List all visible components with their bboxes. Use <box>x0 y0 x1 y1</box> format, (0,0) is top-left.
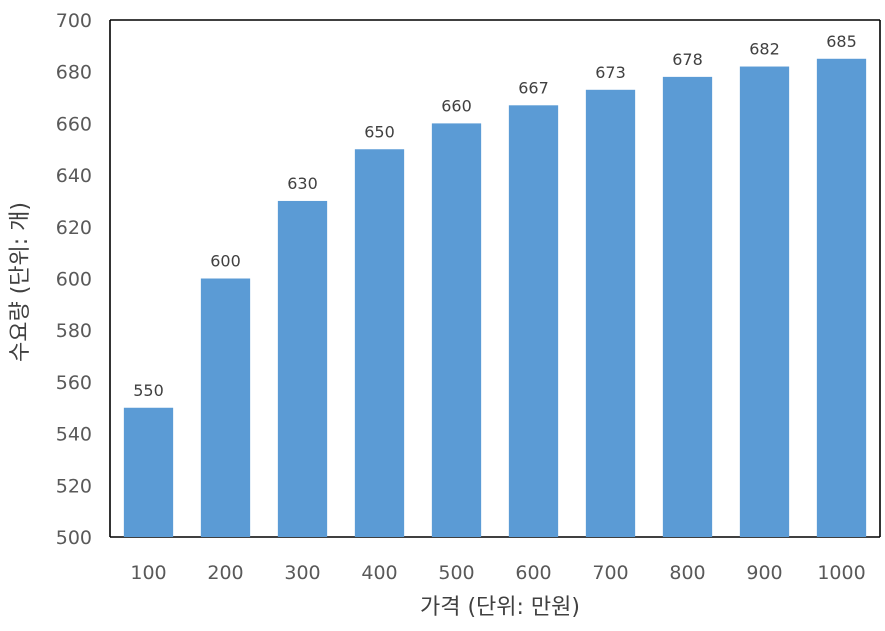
bar <box>123 407 174 537</box>
x-tick-label: 400 <box>361 562 397 584</box>
bar-value-label: 673 <box>595 63 626 82</box>
y-tick-label: 680 <box>56 62 92 84</box>
x-axis-ticks: 100 200 300 400 500 600 700 800 900 1000 <box>130 562 865 584</box>
y-tick-label: 580 <box>56 320 92 342</box>
bar-value-label: 682 <box>749 40 780 59</box>
bar <box>277 200 328 537</box>
x-tick-label: 600 <box>515 562 551 584</box>
bar-value-label: 600 <box>210 252 241 271</box>
y-tick-label: 500 <box>56 527 92 549</box>
x-tick-label: 300 <box>284 562 320 584</box>
x-tick-label: 900 <box>746 562 782 584</box>
bar-value-label: 660 <box>441 96 472 115</box>
x-tick-label: 1000 <box>817 562 865 584</box>
y-tick-label: 560 <box>56 372 92 394</box>
y-tick-label: 640 <box>56 165 92 187</box>
bar <box>508 105 559 538</box>
bar-value-label: 630 <box>287 174 318 193</box>
bar-value-label: 685 <box>826 32 857 51</box>
bar-value-label: 678 <box>672 50 703 69</box>
bar <box>354 149 405 537</box>
bar <box>431 123 482 538</box>
bar <box>662 76 713 538</box>
y-axis-title: 수요량 (단위: 개) <box>8 202 33 362</box>
bar <box>816 58 867 538</box>
bar-value-label: 550 <box>133 381 164 400</box>
x-axis-title: 가격 (단위: 만원) <box>420 595 580 620</box>
bar <box>585 89 636 538</box>
y-tick-label: 540 <box>56 424 92 446</box>
x-tick-label: 200 <box>207 562 243 584</box>
x-tick-label: 800 <box>669 562 705 584</box>
x-tick-label: 100 <box>130 562 166 584</box>
bar <box>200 278 251 537</box>
y-axis-ticks: 500 520 540 560 580 600 620 640 660 680 700 <box>56 10 92 549</box>
bar <box>739 66 790 537</box>
bars <box>123 58 867 538</box>
data-labels: 550 600 630 650 660 667 673 678 682 685 <box>133 32 857 400</box>
bar-value-label: 650 <box>364 122 395 141</box>
x-tick-label: 500 <box>438 562 474 584</box>
y-tick-label: 520 <box>56 475 92 497</box>
y-tick-label: 620 <box>56 217 92 239</box>
x-tick-label: 700 <box>592 562 628 584</box>
y-tick-label: 660 <box>56 113 92 135</box>
y-tick-label: 600 <box>56 269 92 291</box>
y-tick-label: 700 <box>56 10 92 32</box>
bar-value-label: 667 <box>518 78 549 97</box>
